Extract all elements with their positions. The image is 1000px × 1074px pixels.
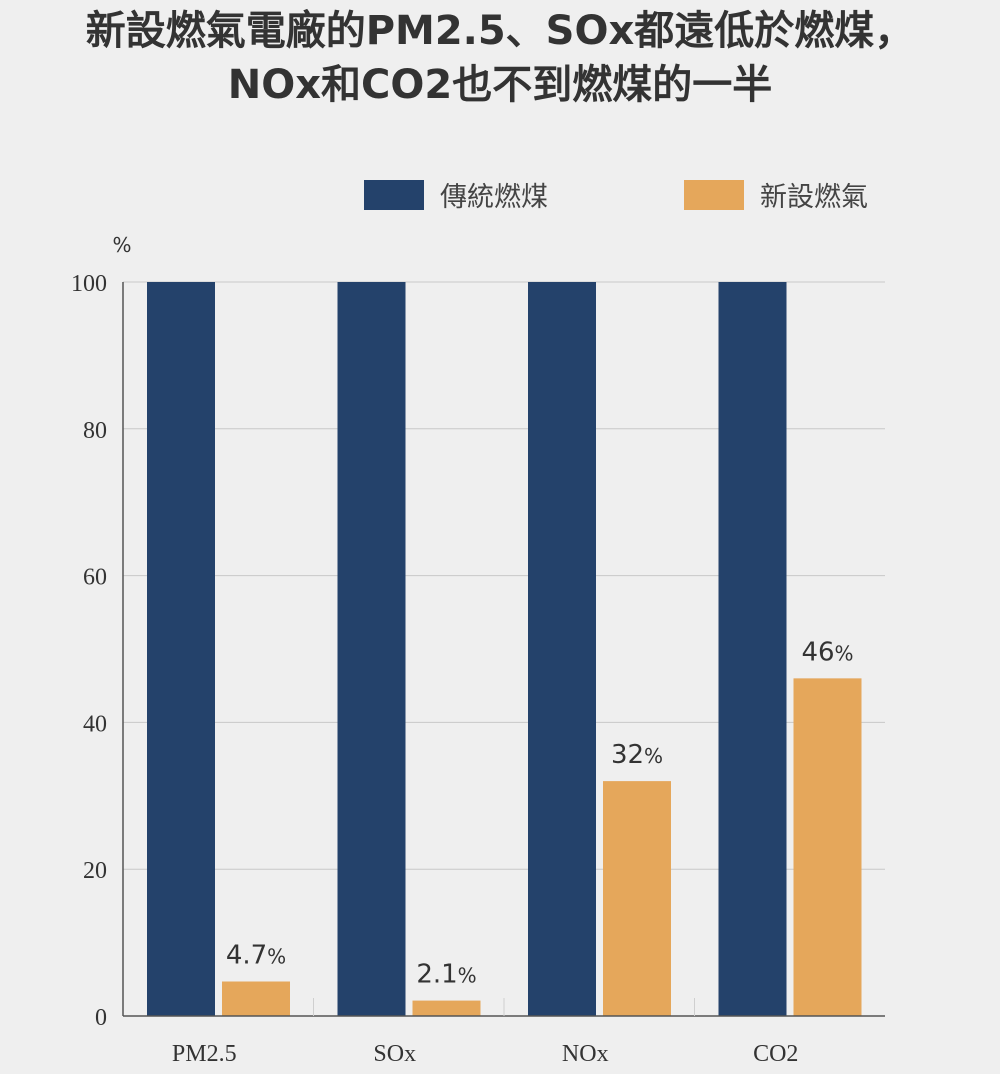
x-tick-label: SOx (373, 1041, 416, 1067)
y-axis-unit-label: % (112, 233, 131, 257)
y-tick-label: 100 (71, 271, 107, 297)
data-labels: 4.7% 2.1% 32% 46% (226, 637, 854, 989)
bar-gas-co2 (793, 678, 862, 1016)
chart-title-line-2: NOx和CO2也不到燃煤的一半 (227, 62, 773, 108)
bar-coal-nox (528, 282, 596, 1016)
data-label: 32% (611, 740, 663, 770)
bar-gas-sox (412, 1000, 481, 1016)
legend: 傳統燃煤 新設燃氣 (364, 180, 868, 213)
bar-gas-pm25 (222, 981, 290, 1016)
legend-swatch-gas (684, 180, 744, 210)
y-tick-label: 80 (83, 418, 107, 444)
bar-coal-co2 (718, 282, 787, 1016)
chart-title: 新設燃氣電廠的PM2.5、SOx都遠低於燃煤， NOx和CO2也不到燃煤的一半 (0, 4, 1000, 112)
bar-coal-pm25 (147, 282, 215, 1016)
x-tick-label: CO2 (753, 1041, 798, 1067)
x-tick-label: NOx (562, 1041, 609, 1067)
data-label: 4.7% (226, 941, 286, 971)
data-label: 46% (801, 637, 853, 667)
y-tick-label: 20 (83, 858, 107, 884)
bars (147, 282, 862, 1016)
chart-title-line-1: 新設燃氣電廠的PM2.5、SOx都遠低於燃煤， (85, 8, 915, 54)
legend-swatch-coal (364, 180, 424, 210)
y-tick-label: 40 (83, 711, 107, 737)
bar-coal-sox (337, 282, 406, 1016)
y-tick-label: 60 (83, 565, 107, 591)
legend-label-gas: 新設燃氣 (760, 182, 868, 213)
y-axis: 0 20 40 60 80 100% (71, 233, 132, 1031)
data-label: 2.1% (416, 960, 476, 990)
legend-label-coal: 傳統燃煤 (440, 182, 548, 213)
bar-gas-nox (603, 781, 671, 1016)
y-tick-label: 0 (95, 1005, 107, 1031)
x-axis: PM2.5 SOx NOx CO2 (123, 998, 885, 1067)
x-tick-label: PM2.5 (172, 1041, 237, 1067)
